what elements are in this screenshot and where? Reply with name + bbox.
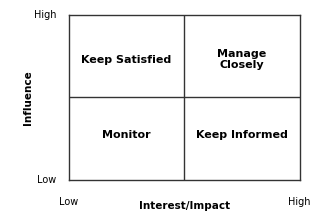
Text: Interest/Impact: Interest/Impact bbox=[139, 201, 230, 212]
Text: High: High bbox=[34, 10, 56, 20]
Text: Monitor: Monitor bbox=[102, 130, 151, 140]
Text: Manage
Closely: Manage Closely bbox=[217, 49, 266, 71]
Text: High: High bbox=[288, 197, 311, 207]
Text: Low: Low bbox=[59, 197, 78, 207]
Text: Influence: Influence bbox=[23, 70, 33, 125]
Text: Keep Satisfied: Keep Satisfied bbox=[81, 55, 172, 65]
Text: Low: Low bbox=[37, 175, 56, 185]
Text: Keep Informed: Keep Informed bbox=[196, 130, 288, 140]
